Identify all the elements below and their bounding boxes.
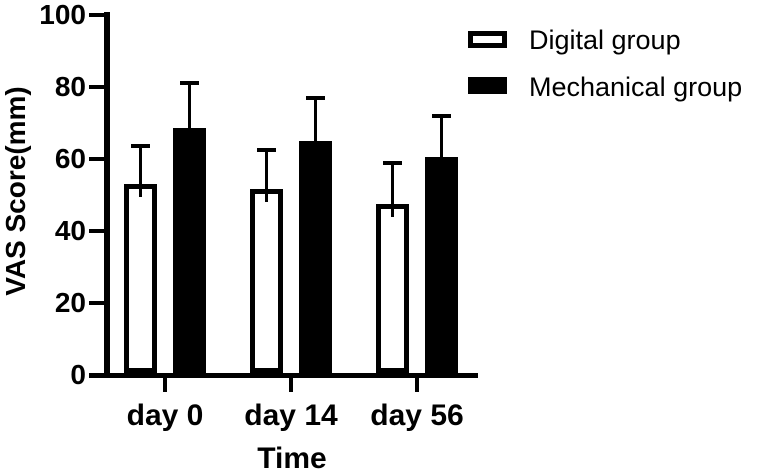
y-tick bbox=[89, 229, 104, 233]
error-bar-stem-mechanical-group-day-56 bbox=[440, 117, 443, 170]
x-axis-title: Time bbox=[257, 442, 327, 475]
legend-swatch-mechanical-icon bbox=[468, 77, 507, 94]
bar-mechanical-group-day-14 bbox=[299, 140, 332, 373]
y-tick bbox=[89, 13, 104, 17]
y-tick bbox=[89, 85, 104, 89]
legend-swatch-digital-icon bbox=[468, 31, 507, 48]
x-tick bbox=[289, 378, 293, 392]
error-bar-stem-mechanical-group-day-0 bbox=[188, 85, 191, 142]
y-tick-label: 60 bbox=[54, 143, 86, 174]
x-axis-line bbox=[89, 373, 478, 378]
bar-mechanical-group-day-56 bbox=[425, 157, 458, 373]
bar-digital-group-day-14 bbox=[250, 189, 283, 373]
y-tick-label: 80 bbox=[54, 71, 86, 102]
error-bar-cap-digital-group-day-56 bbox=[383, 160, 402, 165]
y-tick-label: 40 bbox=[54, 215, 86, 246]
y-axis-title: VAS Score(mm) bbox=[0, 86, 31, 296]
x-tick-label-day-0: day 0 bbox=[126, 399, 204, 432]
error-bar-stem-digital-group-day-14 bbox=[265, 152, 268, 203]
error-bar-cap-mechanical-group-day-0 bbox=[180, 81, 199, 86]
bar-digital-group-day-0 bbox=[124, 184, 157, 373]
x-tick bbox=[163, 378, 167, 392]
bar-mechanical-group-day-0 bbox=[173, 128, 206, 373]
bar-digital-group-day-56 bbox=[376, 203, 409, 373]
error-bar-stem-digital-group-day-0 bbox=[139, 148, 142, 197]
error-bar-cap-mechanical-group-day-14 bbox=[306, 95, 325, 100]
legend-label-mechanical: Mechanical group bbox=[529, 72, 743, 102]
y-tick-label: 0 bbox=[70, 359, 86, 390]
x-tick bbox=[415, 378, 419, 392]
y-tick-label: 20 bbox=[54, 287, 86, 318]
y-tick bbox=[89, 301, 104, 305]
x-tick-label-day-56: day 56 bbox=[370, 399, 464, 432]
y-tick bbox=[89, 157, 104, 161]
error-bar-stem-digital-group-day-56 bbox=[391, 164, 394, 217]
y-tick-label: 100 bbox=[39, 0, 86, 30]
error-bar-cap-digital-group-day-14 bbox=[257, 148, 276, 152]
x-tick-label-day-14: day 14 bbox=[244, 399, 338, 432]
error-bar-cap-mechanical-group-day-56 bbox=[432, 113, 451, 118]
legend-label-digital: Digital group bbox=[529, 25, 681, 55]
error-bar-stem-mechanical-group-day-14 bbox=[314, 99, 317, 154]
error-bar-cap-digital-group-day-0 bbox=[131, 144, 150, 149]
y-axis-line bbox=[104, 12, 110, 378]
